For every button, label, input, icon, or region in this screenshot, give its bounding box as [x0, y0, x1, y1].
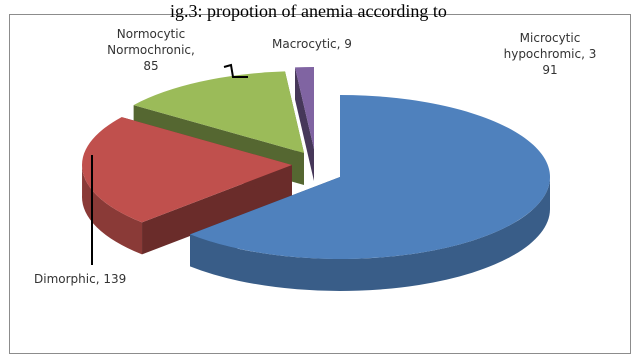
data-label-microcytic-hypochromic: Microcytic hypochromic, 3 91	[504, 31, 597, 77]
slice-side	[190, 177, 550, 291]
data-label-normocytic-normochronic: Normocytic Normochronic, 85	[107, 27, 195, 73]
pie-slice-macrocytic	[294, 67, 314, 181]
leader-line-normocytic-normochronic	[223, 63, 248, 78]
pie-slice-microcytic-hypochromic	[190, 95, 550, 291]
data-label-macrocytic: Macrocytic, 9	[272, 37, 352, 51]
data-label-line: Normochronic,	[107, 43, 195, 57]
leader-lines	[91, 63, 248, 265]
caption-fragment: ig.3: propotion of anemia according to	[170, 1, 447, 21]
data-label-line: hypochromic, 3	[504, 47, 597, 61]
data-label-line: Microcytic	[520, 31, 581, 45]
data-label-line: 85	[143, 59, 158, 73]
data-labels: Microcytic hypochromic, 3 91 Dimorphic, 139…	[34, 27, 596, 286]
data-label-line: Macrocytic, 9	[272, 37, 352, 51]
slice-wall	[294, 67, 314, 181]
data-label-line: 91	[542, 63, 557, 77]
pie-slices	[82, 67, 550, 291]
slice-side	[82, 163, 143, 255]
slice-top	[133, 71, 304, 153]
slice-top	[294, 67, 314, 149]
chart-frame: ig.3: propotion of anemia according to M…	[9, 1, 631, 354]
data-label-line: Normocytic	[117, 27, 185, 41]
pie-slice-dimorphic	[82, 117, 292, 255]
slice-top	[82, 117, 292, 223]
data-label-line: Dimorphic, 139	[34, 272, 126, 286]
pie-chart: Microcytic hypochromic, 3 91 Dimorphic, 139…	[34, 27, 596, 291]
data-label-dimorphic: Dimorphic, 139	[34, 272, 126, 286]
slice-wall	[142, 165, 292, 255]
slice-top	[190, 95, 550, 259]
